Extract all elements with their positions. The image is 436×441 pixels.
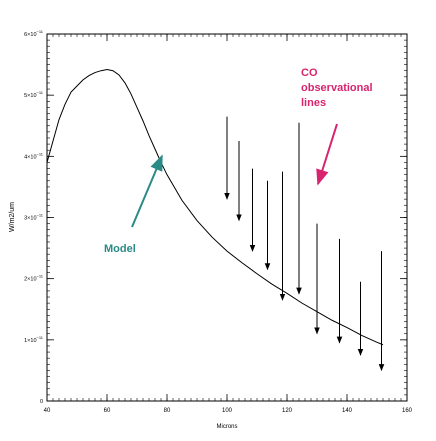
x-axis-label: Microns	[216, 424, 237, 430]
x-tick-label: 40	[44, 408, 51, 414]
co-observational-lines	[224, 116, 385, 372]
x-tick-label: 160	[402, 408, 413, 414]
co-label-line-2: observational	[301, 82, 373, 94]
y-tick-label: 2×10−11	[24, 274, 44, 283]
co-label-line-1: CO	[301, 67, 318, 79]
y-tick-label: 0	[40, 399, 43, 405]
y-axis-ticks: 0 1×10−11 2×10−11 3×10−11 4×10−11 5×10−11 6×10…	[24, 29, 407, 405]
co-arrow	[316, 123, 338, 186]
co-label-line-3: lines	[301, 97, 326, 109]
x-tick-label: 100	[222, 408, 233, 414]
x-axis-ticks: 40 60 80 100 120 140 160	[44, 34, 413, 414]
annotations: Model CO observational lines	[104, 67, 373, 255]
y-tick-label: 1×10−11	[24, 335, 44, 344]
model-curve	[46, 68, 384, 346]
x-tick-label: 140	[342, 408, 353, 414]
x-tick-label: 120	[282, 408, 293, 414]
model-arrow	[131, 154, 163, 228]
y-tick-label: 5×10−11	[24, 90, 44, 99]
model-label: Model	[104, 243, 136, 255]
x-tick-label: 80	[164, 408, 171, 414]
y-tick-label: 6×10−11	[24, 29, 44, 38]
x-tick-label: 60	[104, 408, 111, 414]
y-tick-label: 3×10−11	[24, 213, 44, 222]
y-axis-label: W/m2/um	[9, 202, 16, 232]
y-tick-label: 4×10−11	[24, 151, 44, 160]
